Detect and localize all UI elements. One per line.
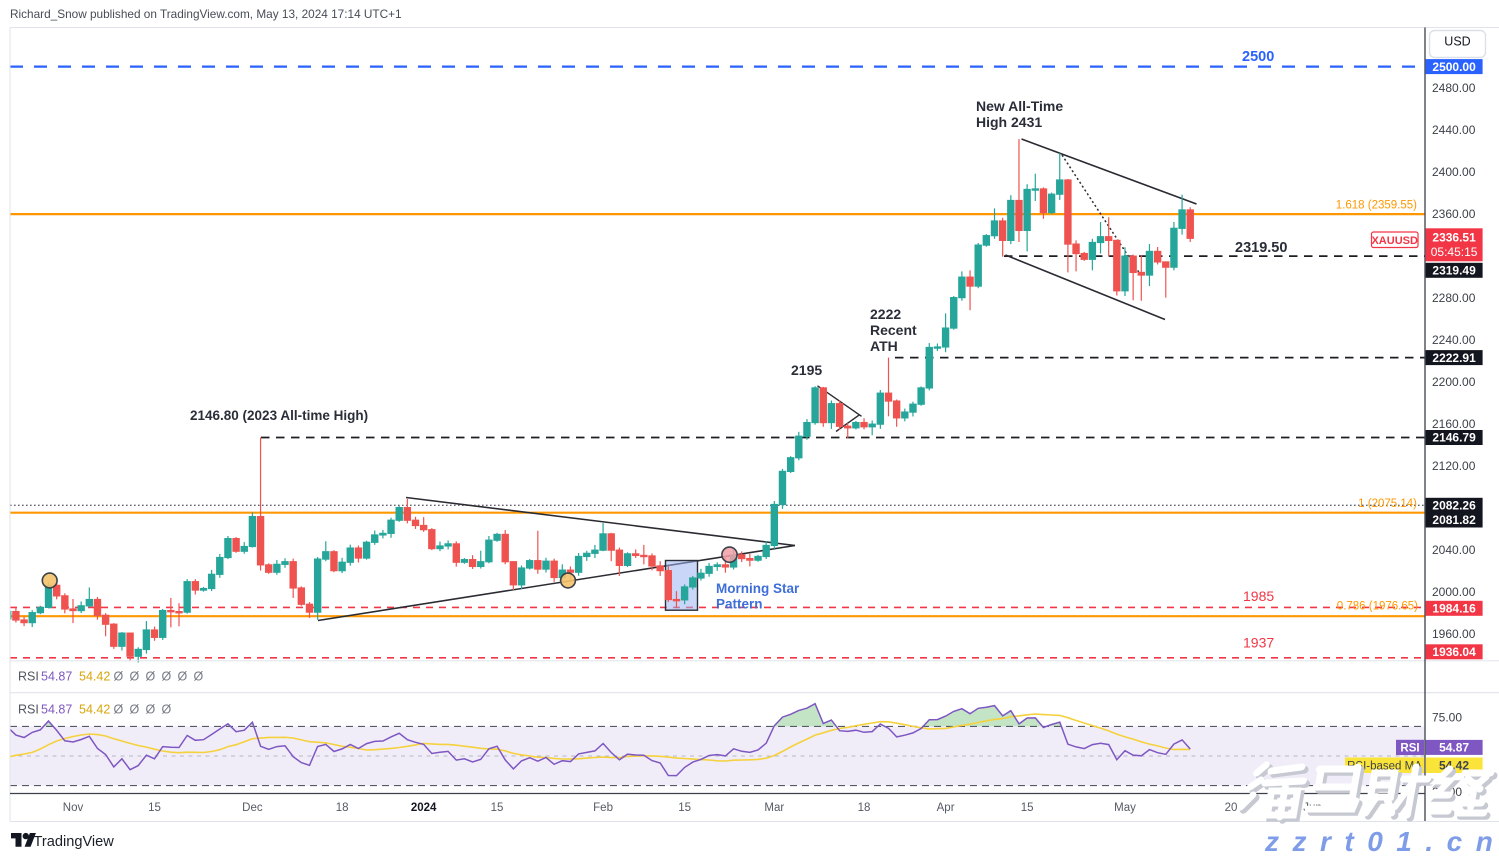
svg-text:1 (2075.14): 1 (2075.14) — [1358, 498, 1417, 510]
svg-text:2440.00: 2440.00 — [1432, 123, 1476, 137]
svg-text:2146.80 (2023 All-time High): 2146.80 (2023 All-time High) — [190, 408, 368, 423]
svg-text:Ø: Ø — [178, 670, 188, 684]
svg-text:54.87: 54.87 — [41, 703, 72, 717]
svg-text:Nov: Nov — [63, 802, 84, 814]
svg-text:XAUUSD: XAUUSD — [1371, 235, 1418, 247]
svg-text:2480.00: 2480.00 — [1432, 81, 1476, 95]
svg-text:2160.00: 2160.00 — [1432, 417, 1476, 431]
svg-text:54.42: 54.42 — [79, 703, 110, 717]
svg-text:15: 15 — [678, 802, 691, 814]
svg-text:2200.00: 2200.00 — [1432, 375, 1476, 389]
svg-text:05:45:15: 05:45:15 — [1431, 245, 1478, 259]
svg-text:USD: USD — [1444, 35, 1470, 49]
svg-text:0.786 (1976.65): 0.786 (1976.65) — [1337, 601, 1418, 613]
svg-text:Ø: Ø — [146, 670, 156, 684]
svg-text:1985: 1985 — [1243, 588, 1274, 604]
svg-text:RSI: RSI — [18, 703, 39, 717]
svg-text:Apr: Apr — [937, 802, 955, 814]
svg-text:Ø: Ø — [114, 703, 124, 717]
svg-text:1937: 1937 — [1243, 635, 1274, 651]
svg-text:2360.00: 2360.00 — [1432, 207, 1476, 221]
svg-text:15: 15 — [491, 802, 504, 814]
svg-text:2319.49: 2319.49 — [1432, 264, 1476, 278]
svg-text:15: 15 — [148, 802, 161, 814]
svg-text:2240.00: 2240.00 — [1432, 333, 1476, 347]
svg-text:54.87: 54.87 — [41, 670, 72, 684]
svg-text:2222: 2222 — [870, 306, 901, 322]
svg-text:18: 18 — [336, 802, 349, 814]
svg-text:RSI-based MA: RSI-based MA — [1347, 761, 1422, 773]
svg-text:Recent: Recent — [870, 322, 917, 338]
svg-text:2319.50: 2319.50 — [1235, 240, 1287, 256]
svg-text:1960.00: 1960.00 — [1432, 627, 1476, 641]
svg-text:2500: 2500 — [1242, 49, 1274, 65]
svg-text:75.00: 75.00 — [1432, 710, 1462, 724]
svg-text:2336.51: 2336.51 — [1432, 231, 1476, 245]
svg-text:2280.00: 2280.00 — [1432, 291, 1476, 305]
svg-text:2040.00: 2040.00 — [1432, 543, 1476, 557]
svg-text:1936.04: 1936.04 — [1432, 645, 1476, 659]
svg-text:Mar: Mar — [764, 802, 784, 814]
svg-text:Ø: Ø — [114, 670, 124, 684]
svg-text:Ø: Ø — [162, 703, 172, 717]
svg-text:2000.00: 2000.00 — [1432, 585, 1476, 599]
svg-text:Pattern: Pattern — [716, 597, 763, 612]
svg-text:2222.91: 2222.91 — [1432, 351, 1476, 365]
svg-text:Dec: Dec — [242, 802, 263, 814]
svg-text:Morning Star: Morning Star — [716, 581, 800, 596]
svg-text:Feb: Feb — [593, 802, 613, 814]
svg-text:New All-Time: New All-Time — [976, 98, 1063, 114]
svg-text:Ø: Ø — [146, 703, 156, 717]
svg-text:2081.82: 2081.82 — [1432, 513, 1476, 527]
svg-text:RSI: RSI — [1400, 743, 1419, 755]
svg-text:2146.79: 2146.79 — [1432, 431, 1476, 445]
svg-text:Ø: Ø — [162, 670, 172, 684]
svg-text:1.618 (2359.55): 1.618 (2359.55) — [1336, 200, 1417, 212]
svg-text:Ø: Ø — [130, 670, 140, 684]
svg-text:RSI: RSI — [18, 670, 39, 684]
svg-text:May: May — [1114, 802, 1136, 814]
svg-text:2082.26: 2082.26 — [1432, 498, 1476, 512]
svg-text:zzrt01.cn: zzrt01.cn — [1264, 826, 1499, 857]
svg-text:2500.00: 2500.00 — [1432, 60, 1476, 74]
svg-text:2400.00: 2400.00 — [1432, 165, 1476, 179]
svg-text:ATH: ATH — [870, 338, 898, 354]
svg-text:54.87: 54.87 — [1439, 741, 1469, 755]
svg-text:20: 20 — [1225, 802, 1238, 814]
svg-text:18: 18 — [858, 802, 871, 814]
svg-text:15: 15 — [1021, 802, 1034, 814]
svg-text:54.42: 54.42 — [79, 670, 110, 684]
svg-text:Ø: Ø — [130, 703, 140, 717]
svg-text:1984.16: 1984.16 — [1432, 601, 1476, 615]
svg-text:2024: 2024 — [411, 802, 437, 814]
svg-text:Ø: Ø — [194, 670, 204, 684]
svg-text:TradingView: TradingView — [34, 834, 115, 850]
svg-text:2195: 2195 — [791, 362, 822, 378]
svg-text:Richard_Snow published on Trad: Richard_Snow published on TradingView.co… — [10, 7, 402, 21]
svg-text:High 2431: High 2431 — [976, 114, 1042, 130]
svg-text:2120.00: 2120.00 — [1432, 459, 1476, 473]
